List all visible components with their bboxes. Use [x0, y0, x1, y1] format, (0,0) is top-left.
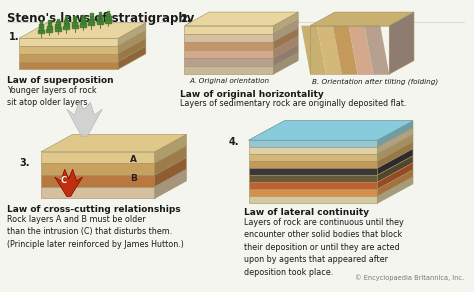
Polygon shape	[333, 26, 357, 74]
Text: Younger layers of rock
sit atop older layers.: Younger layers of rock sit atop older la…	[7, 86, 97, 107]
Polygon shape	[249, 189, 377, 196]
Polygon shape	[41, 175, 155, 187]
Polygon shape	[184, 42, 273, 50]
Polygon shape	[377, 156, 413, 182]
Polygon shape	[249, 121, 413, 140]
Polygon shape	[249, 154, 377, 161]
Polygon shape	[377, 163, 413, 189]
Polygon shape	[249, 182, 377, 189]
Text: Law of superposition: Law of superposition	[7, 76, 114, 85]
Polygon shape	[377, 142, 413, 168]
Polygon shape	[41, 134, 186, 152]
Polygon shape	[301, 26, 326, 74]
Polygon shape	[118, 30, 146, 54]
Text: B. Orientation after tilting (folding): B. Orientation after tilting (folding)	[312, 78, 438, 85]
Text: Law of original horizontality: Law of original horizontality	[181, 90, 324, 99]
Polygon shape	[155, 169, 186, 198]
Polygon shape	[184, 50, 273, 58]
Polygon shape	[249, 140, 377, 147]
Text: Layers of rock are continuous until they
encounter other solid bodies that block: Layers of rock are continuous until they…	[244, 218, 403, 277]
Polygon shape	[118, 38, 146, 62]
Text: 2.: 2.	[181, 14, 191, 24]
Text: © Encyclopaedia Britannica, Inc.: © Encyclopaedia Britannica, Inc.	[356, 274, 465, 281]
Polygon shape	[310, 12, 414, 26]
Polygon shape	[41, 152, 155, 164]
Text: A: A	[130, 154, 137, 164]
Text: 4.: 4.	[229, 137, 239, 147]
Text: Rock layers A and B must be older
than the intrusion (C) that disturbs them.
(Pr: Rock layers A and B must be older than t…	[7, 215, 184, 249]
Polygon shape	[41, 187, 155, 198]
Polygon shape	[377, 177, 413, 203]
Polygon shape	[249, 161, 377, 168]
Polygon shape	[155, 134, 186, 164]
Text: B: B	[130, 174, 137, 183]
Polygon shape	[184, 58, 273, 66]
Text: A. Original orientation: A. Original orientation	[190, 78, 270, 84]
Polygon shape	[118, 46, 146, 69]
Polygon shape	[184, 34, 273, 42]
Polygon shape	[249, 196, 377, 203]
Polygon shape	[273, 20, 298, 42]
Text: Steno's laws of stratigraphy: Steno's laws of stratigraphy	[7, 12, 195, 25]
Polygon shape	[19, 62, 118, 69]
Polygon shape	[249, 175, 377, 182]
Polygon shape	[377, 149, 413, 175]
Polygon shape	[273, 53, 298, 74]
Polygon shape	[19, 38, 118, 46]
Polygon shape	[317, 26, 342, 74]
Polygon shape	[377, 128, 413, 154]
Polygon shape	[67, 102, 102, 136]
Polygon shape	[273, 36, 298, 58]
Text: Layers of sedimentary rock are originally deposited flat.: Layers of sedimentary rock are originall…	[181, 99, 407, 108]
Text: C: C	[61, 176, 67, 185]
Text: Law of cross-cutting relationships: Law of cross-cutting relationships	[7, 205, 181, 214]
Polygon shape	[184, 66, 273, 74]
Polygon shape	[349, 26, 374, 74]
Text: 1.: 1.	[9, 32, 20, 42]
Polygon shape	[377, 170, 413, 196]
Polygon shape	[377, 135, 413, 161]
Polygon shape	[273, 44, 298, 66]
Text: 3.: 3.	[19, 158, 30, 168]
Polygon shape	[389, 12, 414, 74]
Polygon shape	[19, 46, 118, 54]
Polygon shape	[249, 121, 413, 140]
Polygon shape	[249, 168, 377, 175]
Polygon shape	[249, 147, 377, 154]
Polygon shape	[365, 26, 389, 74]
Polygon shape	[184, 26, 273, 34]
Polygon shape	[377, 121, 413, 147]
Polygon shape	[19, 54, 118, 62]
Polygon shape	[118, 23, 146, 46]
Polygon shape	[273, 28, 298, 50]
Polygon shape	[41, 164, 155, 175]
Polygon shape	[273, 12, 298, 34]
Polygon shape	[155, 146, 186, 175]
Polygon shape	[55, 169, 82, 197]
Polygon shape	[184, 12, 298, 26]
Polygon shape	[155, 158, 186, 187]
Polygon shape	[19, 23, 146, 38]
Text: Law of lateral continuity: Law of lateral continuity	[244, 208, 369, 217]
